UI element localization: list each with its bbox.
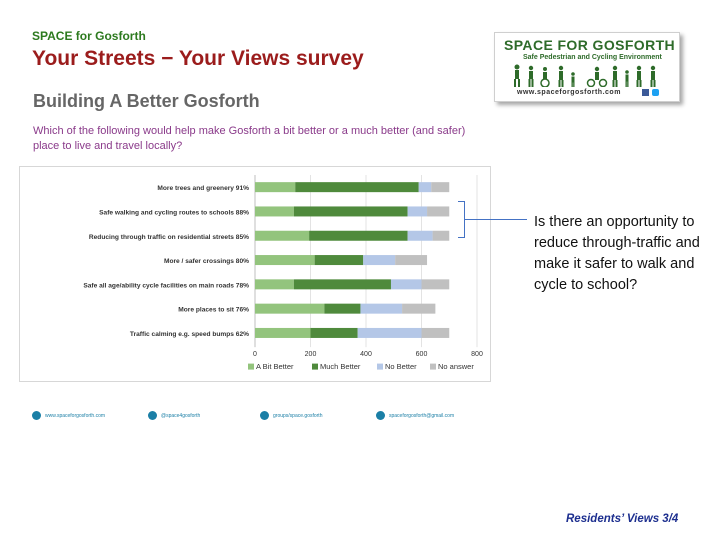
x-tick-label: 600	[416, 351, 428, 358]
footer-email-text: spaceforgosforth@gmail.com	[389, 412, 455, 419]
pedestrian-cyclist-figures-icon	[514, 64, 656, 87]
legend-swatch	[312, 363, 318, 370]
x-tick-label: 200	[305, 351, 317, 358]
bar-segment	[431, 182, 450, 193]
bar-segment	[360, 303, 403, 314]
whatsapp-icon	[32, 411, 41, 420]
legend-label: No Better	[385, 362, 417, 371]
footer-email[interactable]: spaceforgosforth@gmail.com	[376, 411, 454, 420]
facebook-icon	[642, 89, 649, 96]
annotation-note: Is there an opportunity to reduce throug…	[534, 214, 700, 293]
x-tick-label: 0	[253, 351, 257, 358]
bar-segment	[324, 303, 361, 314]
bar-segment	[407, 230, 433, 241]
page-indicator: Residents’ Views 3/4	[566, 513, 679, 525]
bar-segment	[295, 182, 419, 193]
footer-twitter[interactable]: @space4gosforth	[148, 411, 200, 420]
bar-segment	[255, 255, 315, 266]
footer-twitter-text: @space4gosforth	[161, 412, 201, 419]
bar-segment	[357, 327, 422, 338]
whatsapp-icon	[376, 411, 385, 420]
bar-segment	[427, 206, 450, 217]
legend-swatch	[248, 363, 254, 370]
bar-segment	[390, 279, 422, 290]
facebook-icon	[260, 411, 269, 420]
footer-website[interactable]: www.spaceforgosforth.com	[32, 411, 105, 420]
category-label: More / safer crossings 80%	[164, 258, 249, 265]
bar-segment	[255, 182, 296, 193]
bar-segment	[293, 206, 408, 217]
annotation-connector	[465, 219, 527, 220]
bar-segment	[309, 230, 408, 241]
logo-subtitle: Safe Pedestrian and Cycling Environment	[523, 54, 662, 61]
legend-label: Much Better	[320, 362, 361, 371]
x-tick-label: 400	[360, 351, 372, 358]
footer-website-text: www.spaceforgosforth.com	[45, 412, 106, 419]
bar-segment	[421, 327, 450, 338]
bar-segment	[432, 230, 450, 241]
bar-segment	[314, 255, 364, 266]
logo-url: www.spaceforgosforth.com	[517, 89, 621, 96]
bar-segment	[407, 206, 428, 217]
bar-segment	[402, 303, 436, 314]
legend-swatch	[430, 363, 436, 370]
bar-segment	[363, 255, 396, 266]
footer-facebook-text: groups/space.gosforth	[273, 412, 323, 419]
category-label: Safe walking and cycling routes to schoo…	[99, 209, 249, 216]
bar-segment	[395, 255, 428, 266]
stacked-bar-chart: More trees and greenery 91% Safe walking …	[83, 175, 483, 371]
bar-segment	[310, 327, 358, 338]
bar-segment	[255, 206, 294, 217]
logo-title: SPACE FOR GOSFORTH	[504, 37, 676, 53]
category-label: Reducing through traffic on residential …	[89, 234, 249, 241]
category-label: Safe all age/ability cycle facilities on…	[83, 282, 249, 289]
bar-segment	[418, 182, 432, 193]
org-name: SPACE for Gosforth	[32, 29, 146, 43]
bar-segment	[255, 327, 311, 338]
legend-swatch	[377, 363, 383, 370]
footer-bar: www.spaceforgosforth.com @space4gosforth…	[32, 411, 492, 427]
x-tick-label: 800	[471, 351, 483, 358]
annotation-bracket	[458, 201, 465, 238]
slide-heading: Building A Better Gosforth	[33, 91, 260, 111]
legend-label: A Bit Better	[256, 362, 294, 371]
bar-segment	[293, 279, 391, 290]
twitter-icon	[652, 89, 659, 96]
twitter-icon	[148, 411, 157, 420]
footer-facebook[interactable]: groups/space.gosforth	[260, 411, 322, 420]
bar-segment	[255, 279, 294, 290]
chart-container: More trees and greenery 91% Safe walking …	[19, 166, 491, 382]
bar-segment	[421, 279, 450, 290]
category-label: More places to sit 76%	[178, 307, 249, 314]
bar-segment	[255, 303, 325, 314]
bar-segment	[255, 230, 310, 241]
legend-label: No answer	[438, 362, 474, 371]
survey-question: Which of the following would help make G…	[33, 125, 466, 152]
category-label: Traffic calming e.g. speed bumps 62%	[130, 331, 249, 338]
category-label: More trees and greenery 91%	[157, 185, 249, 192]
logo: SPACE FOR GOSFORTH Safe Pedestrian and C…	[494, 32, 680, 102]
page-title: Your Streets − Your Views survey	[32, 47, 364, 70]
